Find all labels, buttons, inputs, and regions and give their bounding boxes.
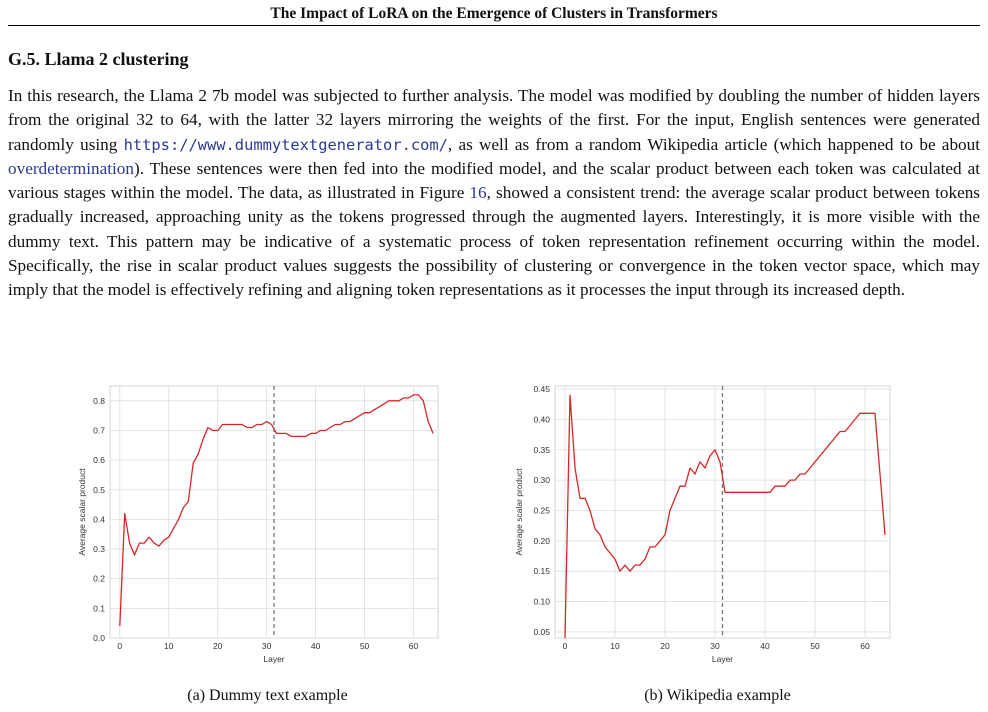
x-tick-label: 20 xyxy=(213,641,223,651)
y-tick-label: 0.3 xyxy=(93,544,105,554)
x-tick-label: 30 xyxy=(262,641,272,651)
y-tick-label: 0.30 xyxy=(533,475,550,485)
series-line xyxy=(564,394,886,639)
figure-reference-link[interactable]: 16 xyxy=(469,183,487,203)
y-tick-label: 0.4 xyxy=(93,514,105,524)
y-tick-label: 0.10 xyxy=(533,597,550,607)
x-tick-label: 60 xyxy=(860,641,870,651)
header-rule xyxy=(8,25,980,26)
x-tick-label: 10 xyxy=(164,641,174,651)
y-axis-label: Average scalar product xyxy=(514,468,524,556)
x-tick-label: 0 xyxy=(563,641,568,651)
series-line xyxy=(119,394,434,627)
figure-wikipedia: 0.05 0.10 0.15 0.20 0.25 0.30 0.35 0.40 0.45 0 10 2… xyxy=(502,376,902,672)
y-tick-label: 0.7 xyxy=(93,425,105,435)
paragraph-text: , as well as from a random Wikipedia art… xyxy=(447,134,980,154)
x-tick-label: 40 xyxy=(760,641,770,651)
body-paragraph: In this research, the Llama 2 7b model w… xyxy=(8,84,980,303)
y-tick-label: 0.45 xyxy=(533,384,550,394)
caption-dummy-text: (a) Dummy text example xyxy=(187,687,348,704)
x-tick-label: 0 xyxy=(117,641,122,651)
y-tick-label: 0.05 xyxy=(533,627,550,637)
caption-wikipedia: (b) Wikipedia example xyxy=(644,687,791,704)
section-heading: G.5. Llama 2 clustering xyxy=(8,49,189,69)
x-axis-label: Layer xyxy=(712,654,733,664)
y-tick-label: 0.35 xyxy=(533,445,550,455)
running-header: The Impact of LoRA on the Emergence of C… xyxy=(270,5,718,22)
figure-dummy-text: 0.0 0.1 0.2 0.3 0.4 0.5 0.6 0.7 0.8 0 10 20 30 40 50 60… xyxy=(62,376,452,672)
paragraph-text: , showed a consistent trend: the average… xyxy=(8,183,980,300)
y-tick-label: 0.20 xyxy=(533,536,550,546)
y-tick-label: 0.40 xyxy=(533,414,550,424)
chart-wikipedia: 0.05 0.10 0.15 0.20 0.25 0.30 0.35 0.40 0.45 0 10 2… xyxy=(514,384,891,664)
x-tick-label: 60 xyxy=(409,641,419,651)
x-tick-label: 10 xyxy=(610,641,620,651)
y-tick-label: 0.15 xyxy=(533,566,550,576)
y-tick-label: 0.25 xyxy=(533,505,550,515)
y-tick-label: 0.5 xyxy=(93,485,105,495)
overdetermination-link[interactable]: overdetermination xyxy=(8,158,134,178)
x-tick-label: 40 xyxy=(311,641,321,651)
chart-dummy-text: 0.0 0.1 0.2 0.3 0.4 0.5 0.6 0.7 0.8 0 10 20 30 40 50 60… xyxy=(77,385,439,664)
y-tick-label: 0.1 xyxy=(93,603,105,613)
y-tick-label: 0.8 xyxy=(93,396,105,406)
x-axis-label: Layer xyxy=(263,654,284,664)
x-tick-label: 50 xyxy=(360,641,370,651)
paragraph-text: ). These sentences were then fed into th… xyxy=(8,158,980,203)
paragraph-text: In this research, the Llama 2 7b model w… xyxy=(8,86,980,154)
y-tick-label: 0.0 xyxy=(93,633,105,643)
x-tick-label: 20 xyxy=(660,641,670,651)
dummy-text-url-link[interactable]: https://www.dummytextgenerator.com/ xyxy=(123,135,448,154)
y-axis-label: Average scalar product xyxy=(77,468,87,556)
x-tick-label: 30 xyxy=(710,641,720,651)
x-tick-label: 50 xyxy=(810,641,820,651)
y-tick-label: 0.2 xyxy=(93,574,105,584)
y-tick-label: 0.6 xyxy=(93,455,105,465)
